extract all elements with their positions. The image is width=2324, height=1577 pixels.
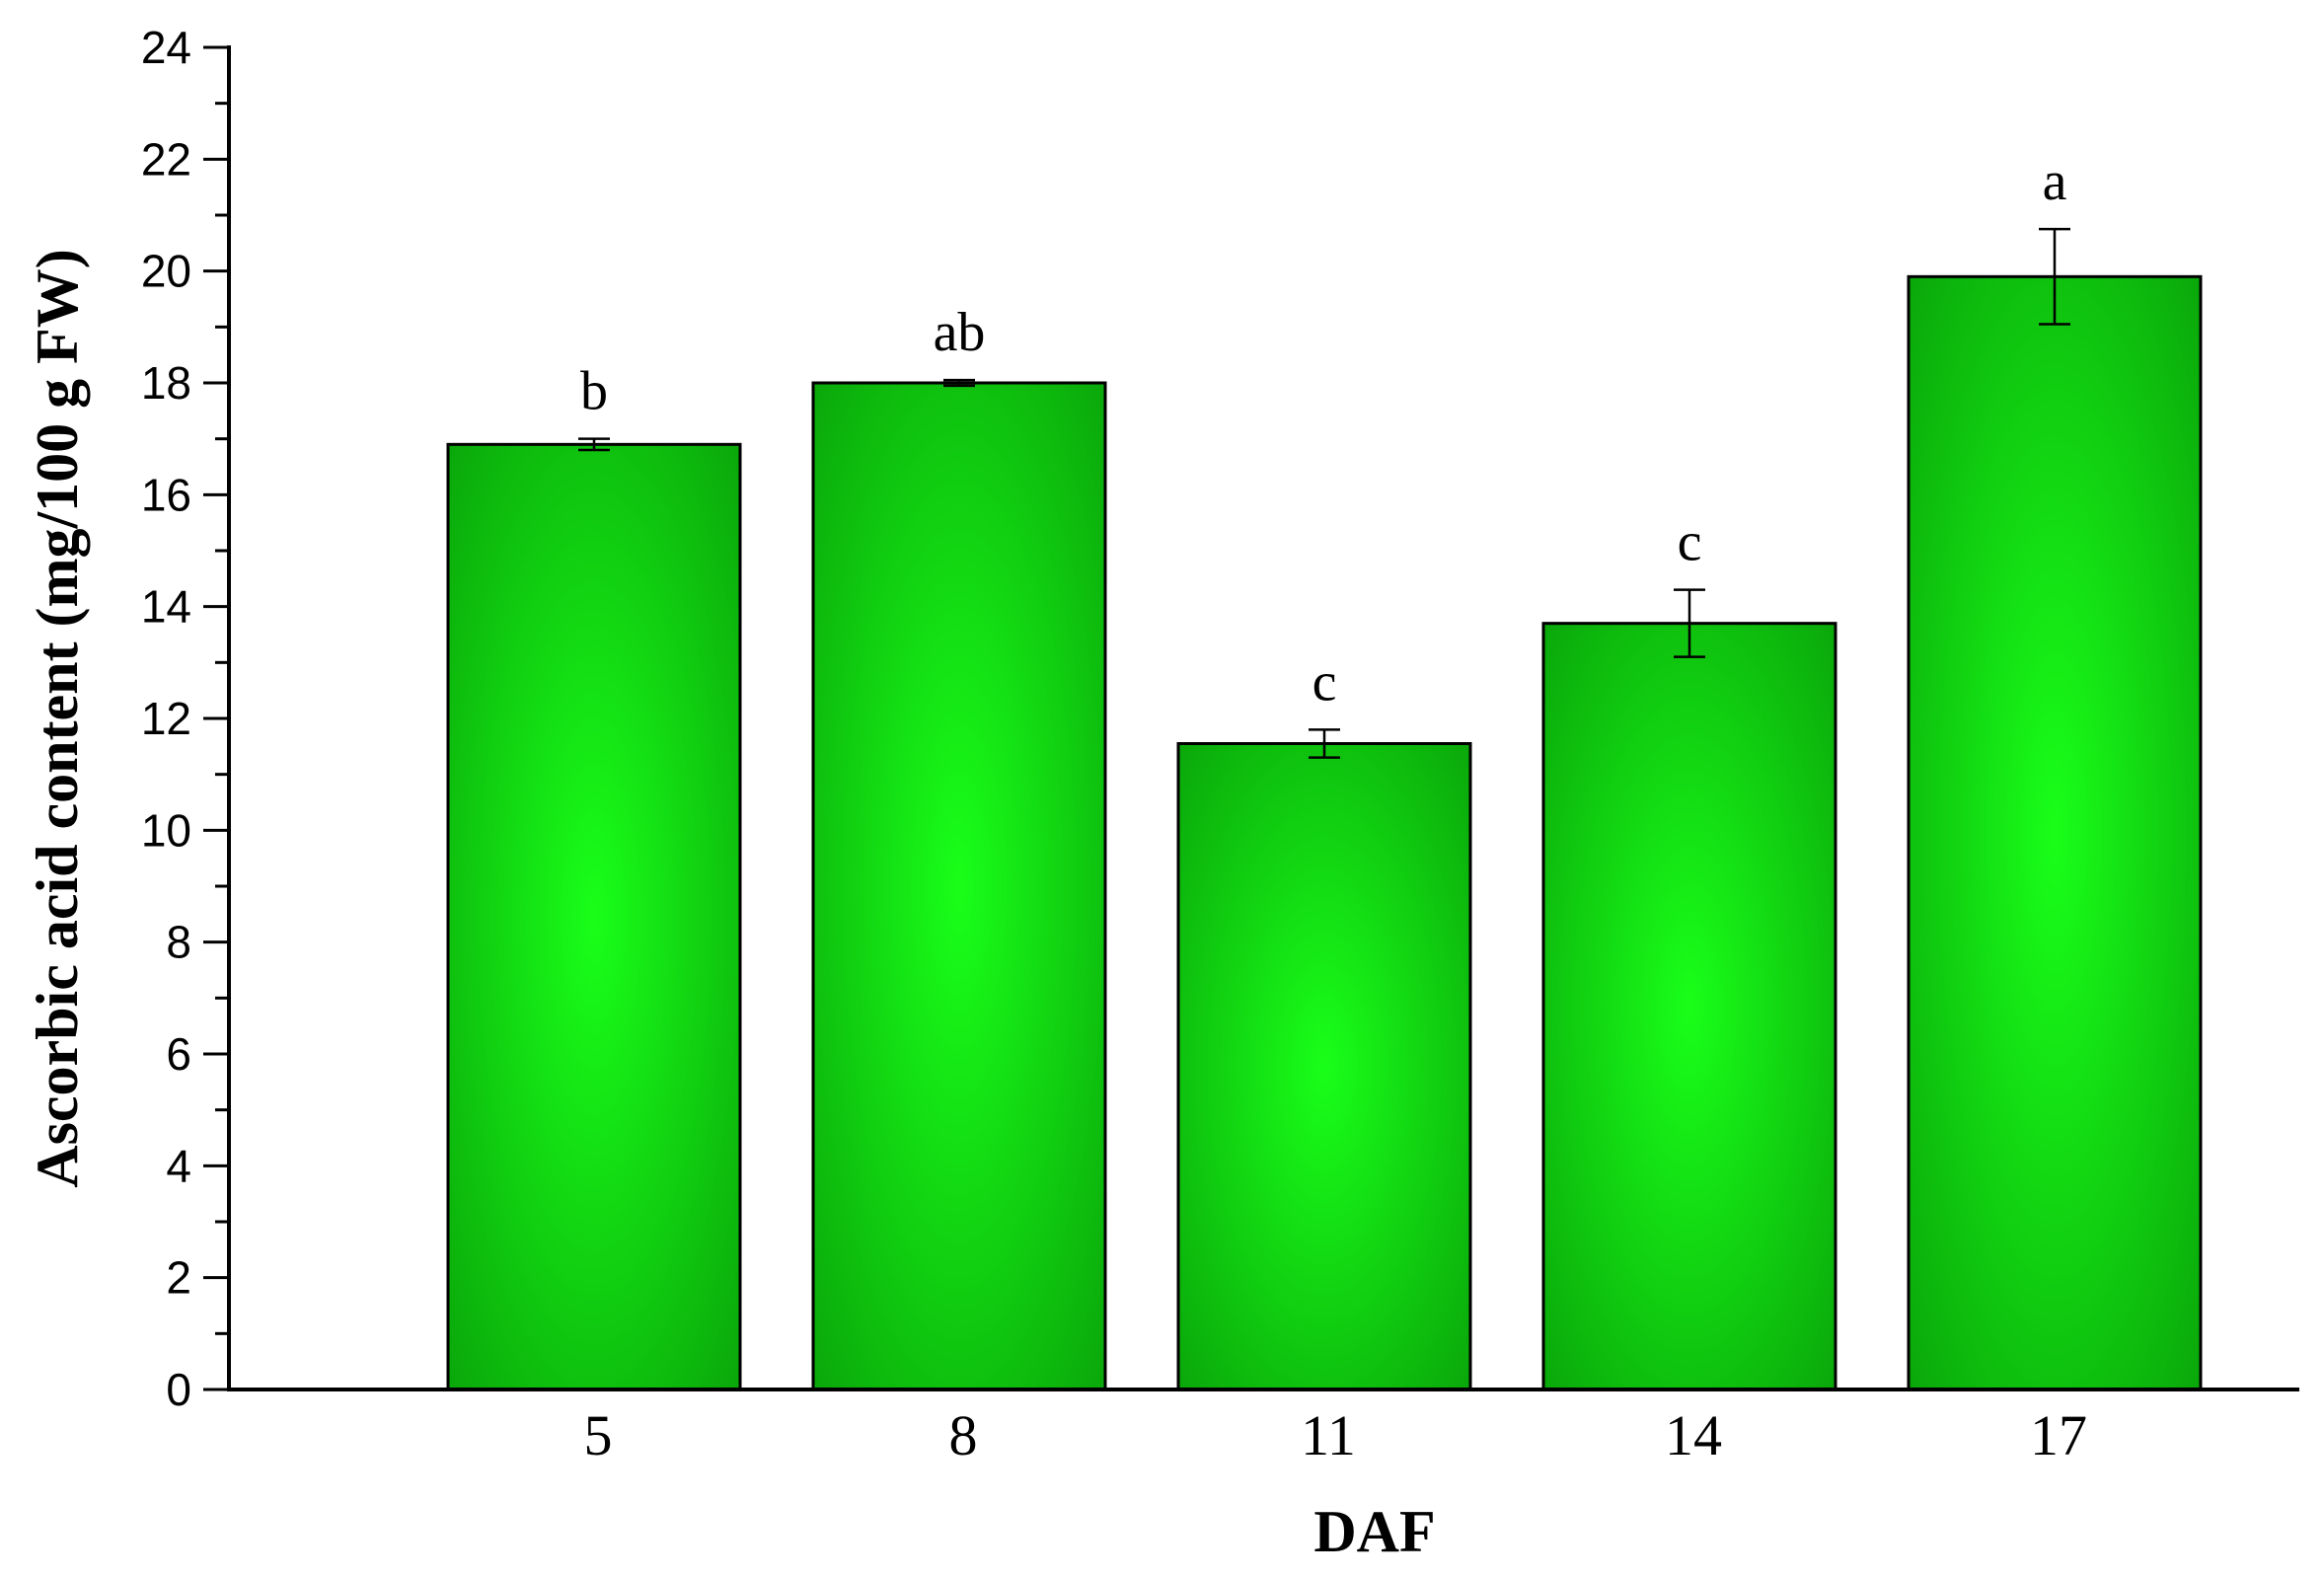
- y-tick-label-0: 0: [166, 1364, 191, 1415]
- x-tick-label-5: 5: [584, 1403, 613, 1467]
- error-bars-layer: [578, 227, 2070, 759]
- y-tick-label-18: 18: [141, 357, 191, 409]
- significance-letter-17: a: [2043, 151, 2067, 212]
- y-tick-label-6: 6: [166, 1028, 191, 1080]
- x-tick-label-11: 11: [1301, 1403, 1356, 1467]
- y-tick-label-20: 20: [141, 246, 191, 297]
- bar-5: [446, 442, 742, 1391]
- bar-8: [811, 381, 1107, 1391]
- significance-letter-11: c: [1312, 651, 1337, 713]
- significance-letter-8: ab: [934, 302, 986, 363]
- bar-14: [1541, 622, 1837, 1391]
- y-tick-label-8: 8: [166, 917, 191, 968]
- x-axis-title: DAF: [1313, 1499, 1435, 1564]
- x-tick-label-14: 14: [1665, 1403, 1722, 1467]
- significance-letters-layer: b ab c c a: [580, 151, 2067, 713]
- significance-letter-5: b: [580, 361, 608, 422]
- y-tick-label-10: 10: [141, 804, 191, 856]
- y-tick-label-16: 16: [141, 469, 191, 520]
- x-tick-label-8: 8: [949, 1403, 978, 1467]
- bars-layer: [446, 274, 2203, 1391]
- y-tick-label-12: 12: [141, 693, 191, 744]
- y-tick-label-2: 2: [166, 1252, 191, 1304]
- y-tick-label-4: 4: [166, 1140, 191, 1191]
- x-ticks-layer: 5 8 11 14 17: [584, 1403, 2088, 1467]
- x-tick-label-17: 17: [2030, 1403, 2087, 1467]
- significance-letter-14: c: [1678, 512, 1702, 573]
- y-tick-label-14: 14: [141, 581, 191, 633]
- y-axis-title: Ascorbic acid content (mg/100 g FW): [25, 249, 90, 1188]
- bar-11: [1176, 742, 1472, 1391]
- bar-17: [1907, 274, 2203, 1391]
- y-tick-label-24: 24: [141, 22, 191, 73]
- y-tick-label-22: 22: [141, 133, 191, 185]
